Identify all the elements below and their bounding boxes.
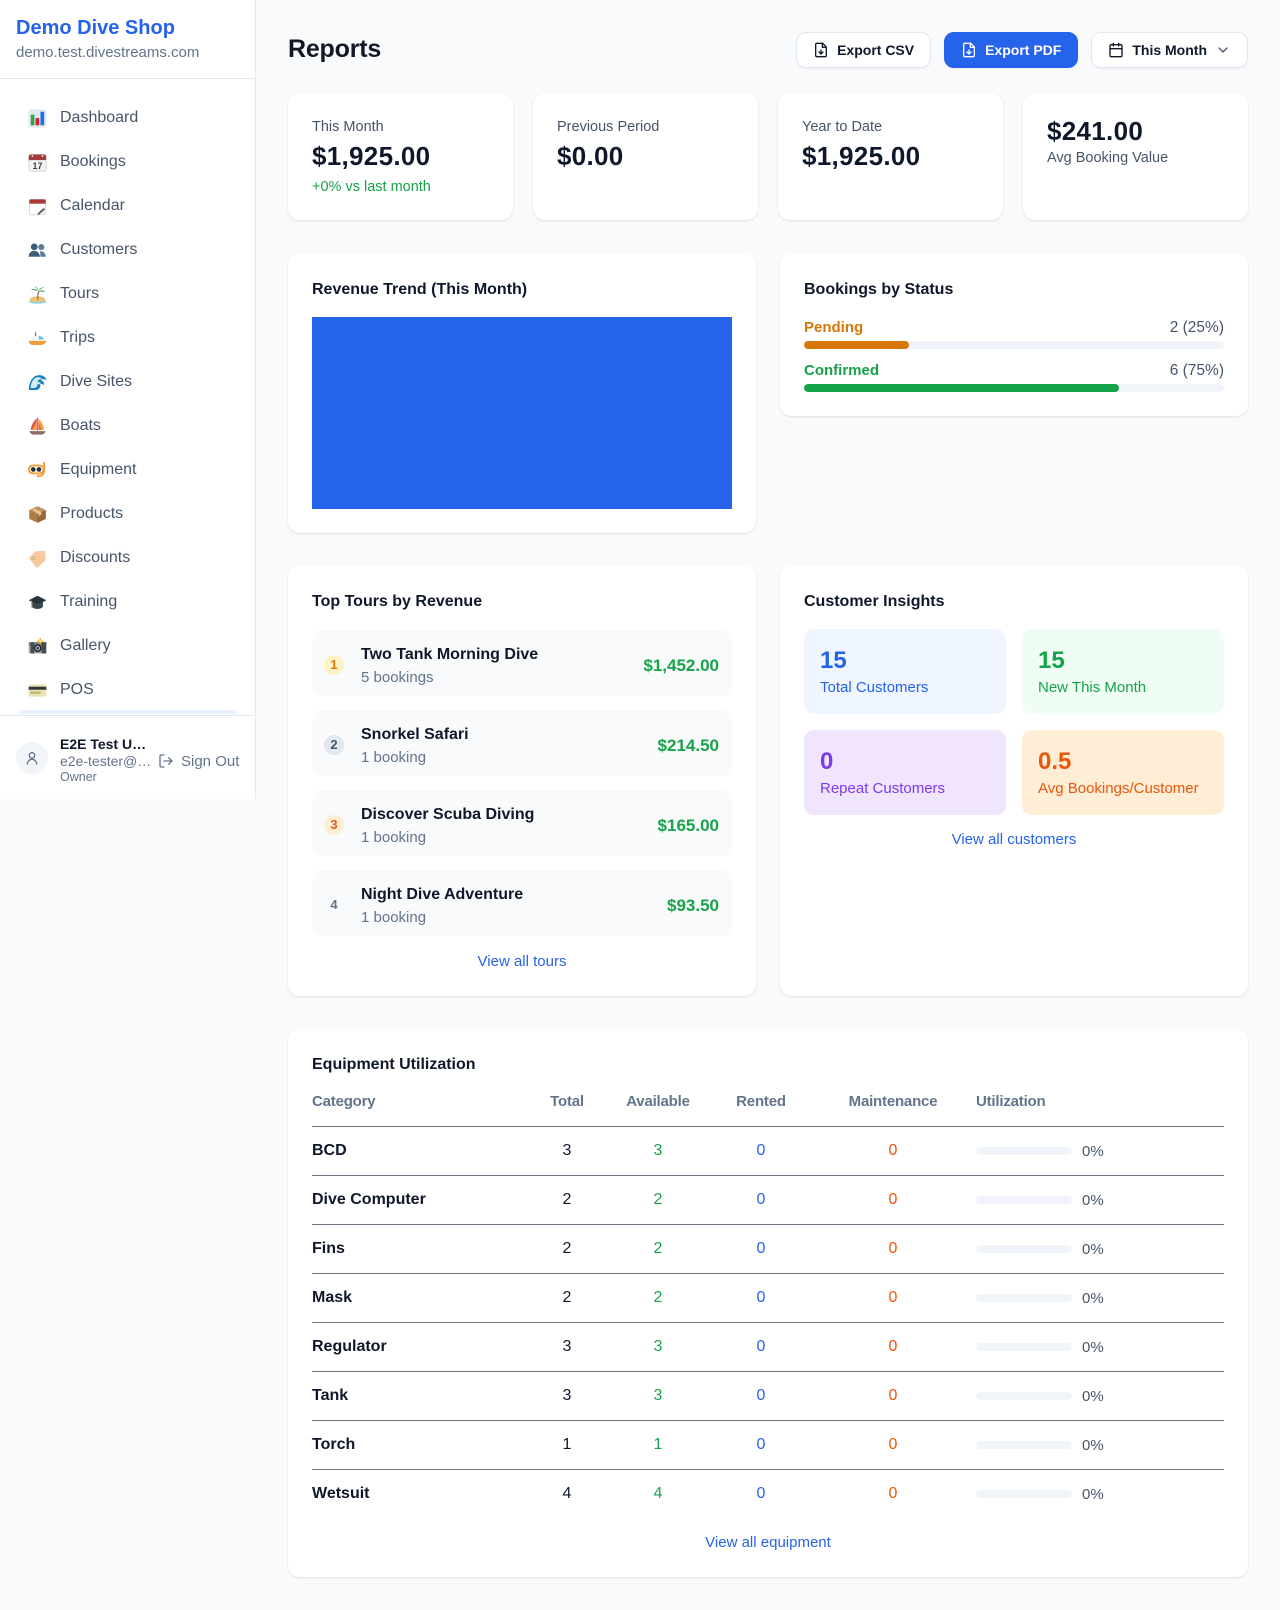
svg-text:17: 17 — [33, 160, 43, 170]
